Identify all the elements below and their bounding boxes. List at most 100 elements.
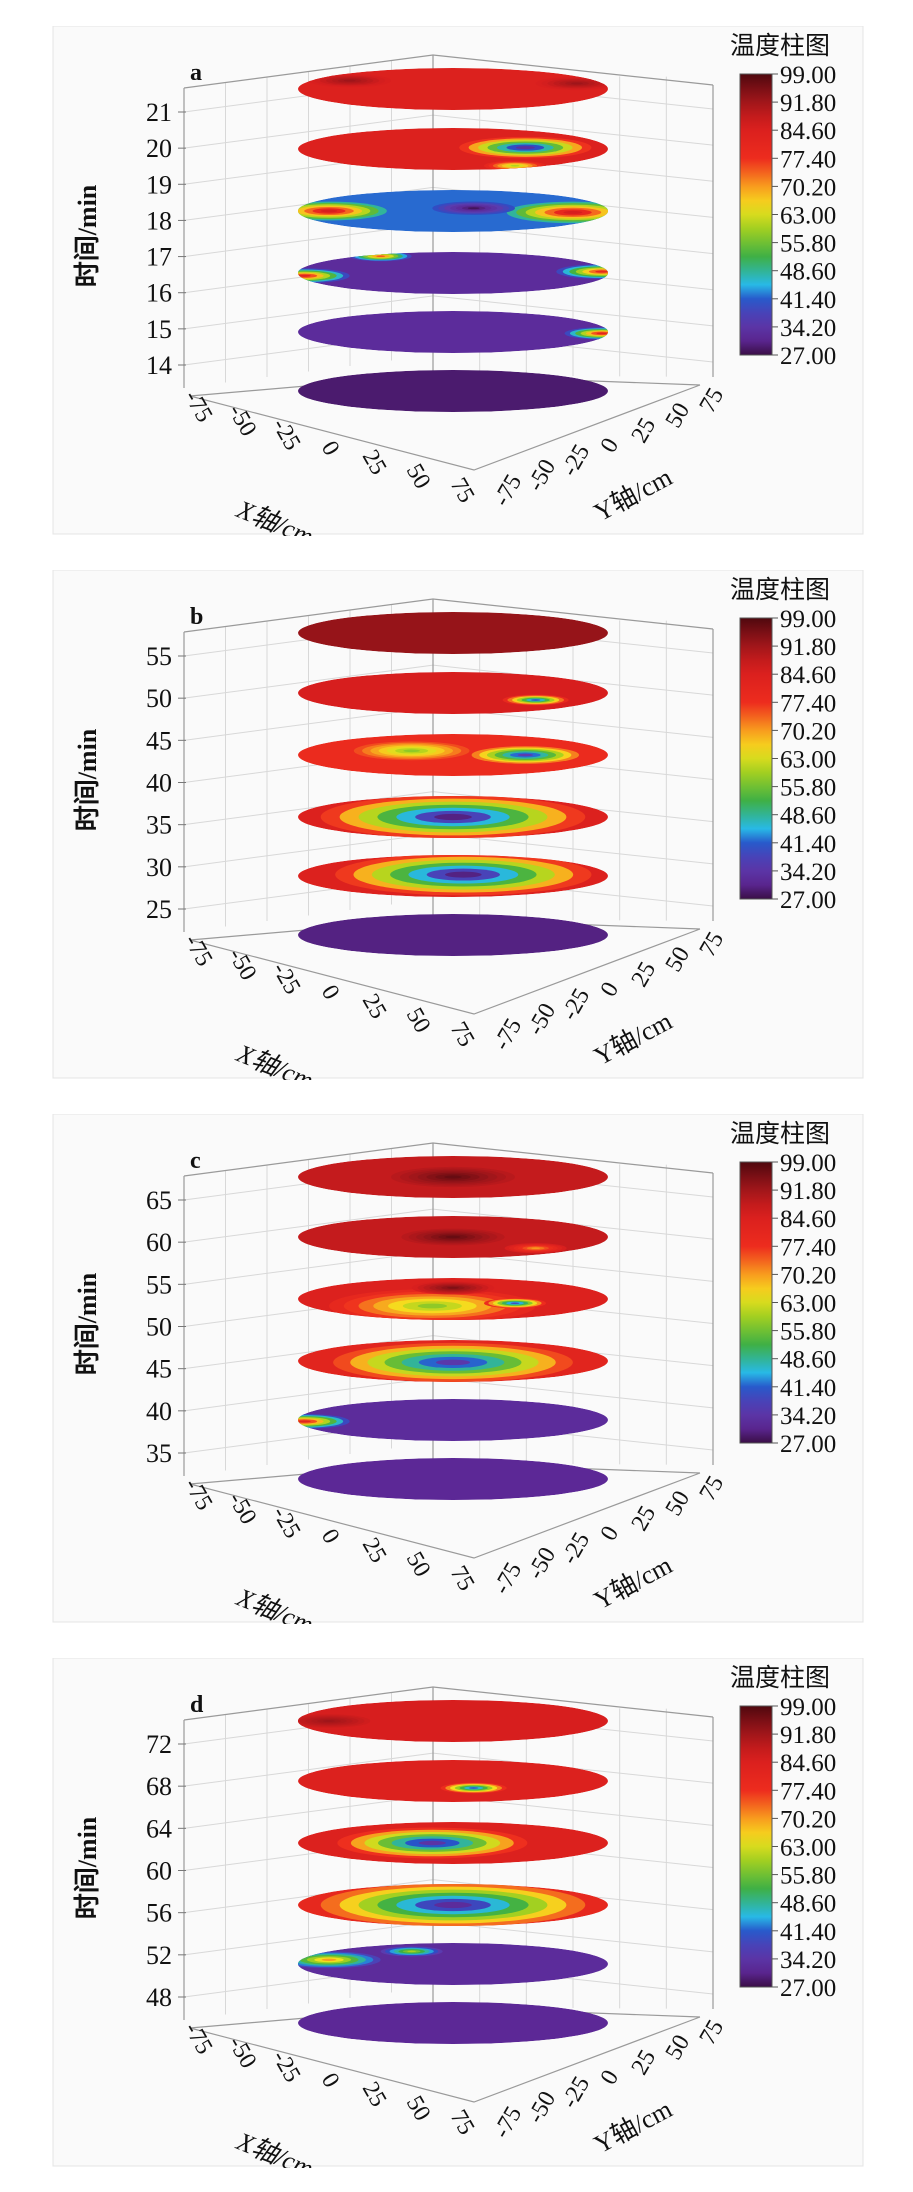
temperature-contour	[467, 207, 480, 210]
layer-disk	[298, 2002, 608, 2044]
z-tick-label: 45	[146, 726, 172, 755]
temperature-layer	[298, 311, 608, 353]
colorbar-tick-label: 34.20	[780, 315, 836, 342]
layer-disk	[298, 914, 608, 956]
layer-disk	[298, 1399, 608, 1441]
colorbar-tick-label: 41.40	[780, 287, 836, 314]
z-tick-label: 35	[146, 1439, 172, 1468]
temperature-contour	[407, 1950, 417, 1953]
z-axis-title: 时间/min	[73, 1272, 102, 1375]
temperature-layer	[298, 1216, 608, 1258]
layer-surface	[298, 672, 608, 714]
z-tick-label: 60	[146, 1857, 172, 1886]
colorbar-tick-label: 48.60	[780, 803, 836, 830]
panel-label: c	[190, 1148, 201, 1174]
temperature-layer	[298, 1156, 608, 1198]
colorbar-tick-label: 70.20	[780, 1262, 836, 1289]
chart-panel-d: 48 52 56 60 64 68 72 时间/min d -75 -50 -25 0 25 50 75 X轴/…	[0, 1658, 913, 2168]
temperature-contour	[298, 1420, 311, 1423]
panel-label: a	[190, 60, 202, 86]
colorbar-tick-label: 63.00	[780, 1291, 836, 1318]
temperature-contour	[444, 1175, 462, 1179]
temperature-layer	[298, 672, 608, 714]
temperature-layer	[298, 1278, 608, 1320]
temperature-contour	[445, 1235, 461, 1239]
colorbar-tick-label: 27.00	[780, 1975, 836, 2002]
z-tick-label: 40	[146, 1397, 172, 1426]
temperature-layer	[298, 1884, 608, 1926]
colorbar-tick-label: 34.20	[780, 859, 836, 886]
colorbar-tick-label: 99.00	[780, 1694, 836, 1721]
colorbar-tick-label: 77.40	[780, 690, 836, 717]
z-tick-label: 30	[146, 853, 172, 882]
z-axis-title: 时间/min	[73, 728, 102, 831]
layer-surface	[298, 370, 608, 412]
z-axis-title: 时间/min	[73, 184, 102, 287]
colorbar-tick-label: 99.00	[780, 606, 836, 633]
temperature-contour	[447, 1286, 459, 1289]
layer-disk	[298, 311, 608, 353]
temperature-contour	[563, 210, 583, 214]
temperature-layer	[298, 734, 608, 776]
temperature-contour	[530, 699, 541, 701]
colorbar-tick-label: 34.20	[780, 1403, 836, 1430]
colorbar-tick-label: 70.20	[780, 718, 836, 745]
colorbar-tick-label: 55.80	[780, 775, 836, 802]
panel-label: d	[190, 1692, 204, 1718]
colorbar-tick-label: 91.80	[780, 90, 836, 117]
layer-disk	[298, 252, 608, 294]
layer-surface	[298, 1458, 608, 1500]
colorbar-tick-label: 84.60	[780, 1206, 836, 1233]
z-tick-label: 45	[146, 1355, 172, 1384]
colorbar-tick-label: 70.20	[780, 1806, 836, 1833]
layer-surface	[298, 128, 608, 170]
z-tick-label: 19	[146, 170, 172, 199]
temperature-contour	[517, 753, 534, 757]
temperature-layer	[298, 914, 608, 956]
colorbar-tick-label: 55.80	[780, 231, 836, 258]
temperature-layer	[298, 796, 608, 838]
floor-front-edge	[189, 1472, 701, 1559]
colorbar-tick-label: 77.40	[780, 146, 836, 173]
colorbar-tick-label: 91.80	[780, 1178, 836, 1205]
temperature-contour	[376, 255, 386, 257]
colorbar	[739, 617, 773, 900]
z-tick-label: 35	[146, 811, 172, 840]
z-tick-label: 60	[146, 1228, 172, 1257]
colorbar-tick-label: 84.60	[780, 1750, 836, 1777]
layer-disk	[298, 1943, 608, 1985]
colorbar-tick-label: 48.60	[780, 259, 836, 286]
temperature-layer	[298, 2002, 608, 2044]
temperature-layer	[298, 128, 608, 170]
temperature-contour	[434, 1901, 472, 1909]
layer-disk	[298, 672, 608, 714]
z-tick-label: 25	[146, 895, 172, 924]
temperature-contour	[320, 209, 338, 213]
layer-surface	[298, 68, 608, 110]
temperature-contour	[321, 1958, 337, 1961]
colorbar-tick-label: 63.00	[780, 203, 836, 230]
temperature-contour	[595, 270, 608, 273]
top-edge	[183, 598, 714, 633]
colorbar-tick-label: 55.80	[780, 1319, 836, 1346]
temperature-contour	[298, 274, 311, 277]
temperature-layer	[298, 612, 608, 654]
layer-surface	[298, 1156, 608, 1198]
top-edge	[183, 1142, 714, 1177]
top-edge	[183, 54, 714, 89]
colorbar-tick-label: 99.00	[780, 1150, 836, 1177]
layer-surface	[298, 1700, 608, 1742]
z-tick-label: 20	[146, 134, 172, 163]
colorbar-tick-label: 48.60	[780, 1891, 836, 1918]
temperature-contour	[323, 1720, 335, 1722]
z-tick-label: 55	[146, 642, 172, 671]
temperature-contour	[468, 1787, 479, 1789]
colorbar-tick-label: 48.60	[780, 1347, 836, 1374]
z-tick-label: 50	[146, 1313, 172, 1342]
temperature-contour	[531, 1247, 541, 1249]
layer-disk	[298, 612, 608, 654]
colorbar-tick-label: 63.00	[780, 747, 836, 774]
temperature-layer	[298, 1340, 608, 1382]
